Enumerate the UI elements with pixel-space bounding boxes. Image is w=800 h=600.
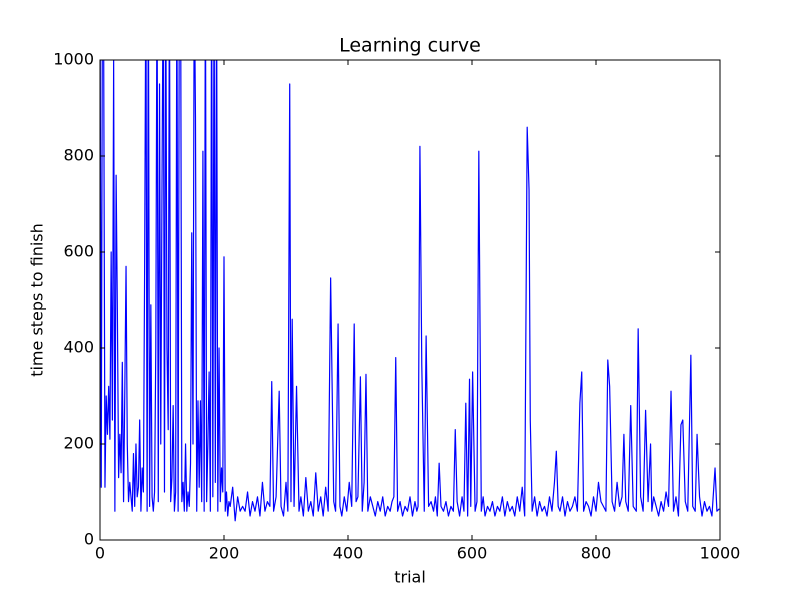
y-axis-label: time steps to finish — [28, 223, 47, 377]
y-tick-label: 0 — [84, 530, 94, 549]
data-line — [100, 60, 720, 522]
x-tick-label: 600 — [457, 544, 488, 563]
plot-area — [100, 60, 720, 522]
x-tick-label: 1000 — [700, 544, 741, 563]
x-tick-label: 200 — [209, 544, 240, 563]
y-tick-label: 1000 — [53, 50, 94, 69]
x-tick-label: 400 — [333, 544, 364, 563]
chart-title: Learning curve — [339, 35, 481, 57]
y-tick-label: 400 — [63, 338, 94, 357]
x-tick-label: 800 — [581, 544, 612, 563]
x-tick-label: 0 — [95, 544, 105, 563]
y-tick-label: 200 — [63, 434, 94, 453]
y-tick-label: 600 — [63, 242, 94, 261]
plot-frame — [99, 59, 721, 541]
x-axis-label: trial — [394, 568, 426, 587]
y-tick-label: 800 — [63, 146, 94, 165]
